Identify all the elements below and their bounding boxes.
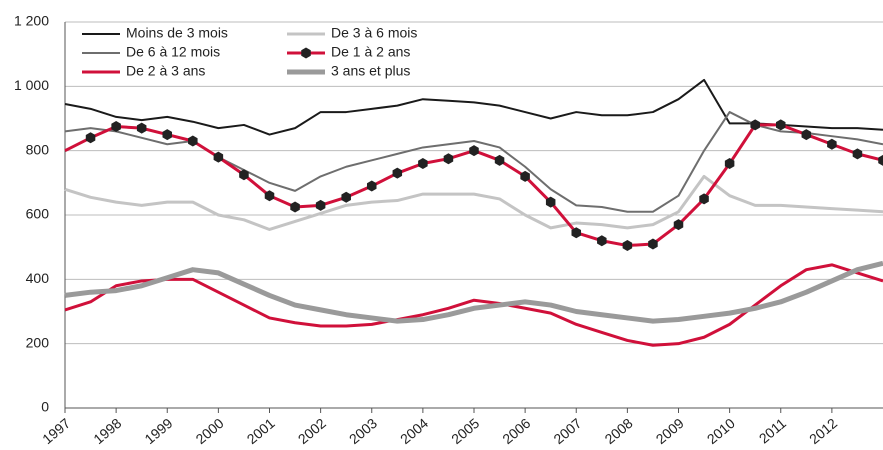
legend-label: De 1 à 2 ans <box>331 44 410 60</box>
series-marker <box>648 238 658 250</box>
series-marker <box>494 154 505 166</box>
legend-label: De 2 à 3 ans <box>126 63 205 79</box>
x-tick-label: 2011 <box>756 415 790 447</box>
series-line <box>64 78 883 136</box>
series-line <box>64 174 883 231</box>
x-tick-label: 2010 <box>704 415 738 447</box>
x-tick-label: 2009 <box>653 415 687 447</box>
legend-marker <box>301 47 311 59</box>
legend-label: De 6 à 12 mois <box>126 44 220 60</box>
legend-label: Moins de 3 mois <box>126 25 228 41</box>
series-marker <box>852 148 863 160</box>
series-marker <box>264 190 275 202</box>
x-tick-label: 2012 <box>806 415 840 447</box>
series-marker <box>315 199 326 211</box>
x-tick-label: 2004 <box>397 415 431 447</box>
x-tick-label: 2001 <box>244 415 278 447</box>
legend-label: 3 ans et plus <box>331 63 410 79</box>
series-marker <box>775 119 786 131</box>
series-marker <box>136 122 147 134</box>
series-marker <box>699 193 709 205</box>
series-marker <box>366 180 377 192</box>
series-marker <box>622 240 633 252</box>
series-marker <box>750 119 760 131</box>
x-tick-label: 2000 <box>193 415 227 447</box>
legend-label: De 3 à 6 mois <box>331 25 417 41</box>
series-marker <box>239 169 249 181</box>
series-marker <box>111 121 121 133</box>
series-marker <box>162 129 173 141</box>
series-marker <box>213 151 224 163</box>
series-marker <box>520 170 530 182</box>
series-marker <box>469 145 479 157</box>
y-tick-label: 1 000 <box>14 77 49 93</box>
y-tick-label: 0 <box>41 399 49 415</box>
x-tick-label: 2003 <box>346 415 380 447</box>
y-tick-label: 600 <box>26 206 50 222</box>
series-marker <box>724 158 735 170</box>
series-marker <box>290 201 300 213</box>
series-line <box>64 111 883 213</box>
y-tick-label: 200 <box>26 334 50 350</box>
series-marker <box>188 135 198 147</box>
x-tick-label: 1998 <box>90 415 124 447</box>
y-tick-label: 800 <box>26 141 50 157</box>
series-line <box>64 123 883 248</box>
series-marker <box>571 227 582 239</box>
x-tick-label: 1997 <box>39 415 73 447</box>
series-marker <box>341 191 351 203</box>
series-marker <box>443 153 454 165</box>
x-tick-label: 1999 <box>141 415 175 447</box>
series-marker <box>545 196 556 208</box>
series-marker <box>801 129 812 141</box>
series-marker <box>418 158 428 170</box>
x-tick-label: 2006 <box>499 415 533 447</box>
series-line <box>64 260 883 324</box>
x-tick-label: 2002 <box>295 415 329 447</box>
x-tick-label: 2008 <box>602 415 636 447</box>
series-marker <box>392 167 403 179</box>
series-marker <box>878 154 883 166</box>
x-tick-label: 2005 <box>448 415 482 447</box>
series-marker <box>827 138 837 150</box>
y-tick-label: 1 200 <box>14 13 49 29</box>
series-marker <box>85 132 96 144</box>
x-tick-label: 2007 <box>550 415 584 447</box>
series-marker <box>673 219 684 231</box>
series-marker <box>597 235 607 247</box>
y-tick-label: 400 <box>26 270 50 286</box>
